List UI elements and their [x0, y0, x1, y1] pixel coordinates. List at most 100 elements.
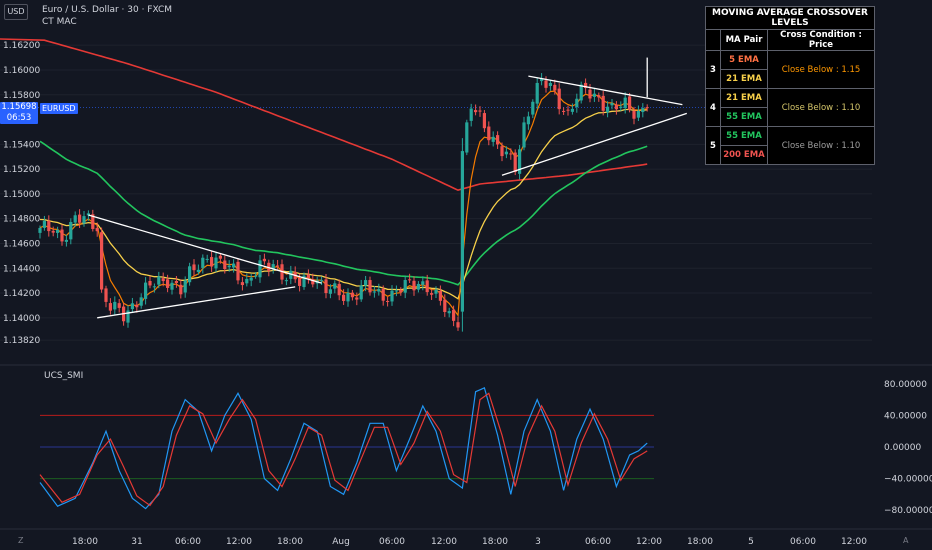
smi-tick-label: −40.00000 — [884, 475, 932, 485]
candle-body — [623, 97, 627, 108]
candle-body — [487, 126, 491, 141]
candle-body — [69, 221, 73, 240]
candle-body — [566, 109, 570, 111]
candle-body — [381, 288, 385, 301]
candle-body — [236, 261, 240, 281]
ma-row-id: 3 — [705, 50, 721, 89]
candle-body — [610, 103, 614, 106]
candle-body — [544, 80, 548, 88]
candle-body — [196, 269, 200, 273]
candle-body — [56, 229, 60, 233]
candle-body — [394, 290, 398, 292]
candles[interactable] — [38, 73, 649, 332]
time-tick-label: 18:00 — [482, 537, 508, 547]
candle-body — [535, 82, 539, 104]
time-axis[interactable]: 18:00 31 06:00 12:00 18:00 Aug 06:00 12:00 18:00… — [72, 537, 867, 547]
price-tag-value: 1.15698 — [1, 102, 37, 112]
candle-body — [223, 260, 227, 270]
symbol-title[interactable]: Euro / U.S. Dollar · 30 · FXCM — [42, 5, 173, 15]
candle-body — [276, 265, 280, 267]
ema55-path — [39, 140, 648, 286]
candle-body — [240, 282, 244, 286]
timezone-icon[interactable]: Z — [18, 536, 24, 545]
candle-body — [386, 300, 390, 302]
candle-body — [421, 281, 425, 285]
time-tick-label: 12:00 — [841, 537, 867, 547]
candle-body — [91, 214, 95, 229]
candle-body — [227, 265, 231, 268]
candle-body — [425, 280, 429, 293]
price-tick-label: 1.13820 — [3, 336, 40, 346]
candle-body — [271, 264, 275, 270]
candle-body — [267, 262, 271, 271]
candle-body — [342, 294, 346, 301]
candle-body — [372, 291, 376, 293]
candle-body — [597, 95, 601, 98]
ma-fast-label: 55 EMA — [720, 126, 768, 146]
candle-body — [192, 264, 196, 271]
candle-body — [628, 96, 632, 110]
candle-body — [456, 322, 460, 328]
ma-row-slow: 200 EMA — [706, 145, 875, 165]
candle-body — [619, 106, 623, 108]
time-tick-label: 06:00 — [175, 537, 201, 547]
ma-slow-label: 200 EMA — [720, 145, 768, 165]
candle-body — [205, 258, 209, 260]
sub-indicator-label[interactable]: UCS_SMI — [44, 371, 84, 381]
auto-scale-button[interactable]: A — [903, 536, 909, 545]
trendlines[interactable] — [88, 57, 688, 319]
candle-body — [408, 279, 412, 281]
candle-body — [201, 257, 205, 268]
currency-button[interactable]: USD — [4, 4, 28, 20]
candle-body — [368, 280, 372, 293]
candle-body — [518, 149, 522, 174]
candle-body — [38, 227, 42, 233]
price-tick-label: 1.16200 — [3, 41, 40, 51]
candle-body — [377, 289, 381, 292]
candle-body — [438, 290, 442, 301]
candle-body — [188, 266, 192, 283]
candle-body — [399, 289, 403, 293]
time-tick-label: 18:00 — [687, 537, 713, 547]
trendline — [97, 286, 296, 319]
price-tick-label: 1.15200 — [3, 165, 40, 175]
candle-body — [346, 293, 350, 302]
ema21-path — [39, 108, 648, 300]
candle-body — [152, 286, 156, 288]
candle-body — [210, 257, 214, 267]
smi-levels — [40, 414, 654, 480]
candle-body — [174, 280, 178, 283]
price-tick-label: 1.15800 — [3, 91, 40, 101]
ema5-path — [39, 90, 648, 317]
candle-body — [491, 136, 495, 142]
candle-body — [249, 277, 253, 281]
price-tick-label: 1.14000 — [3, 314, 40, 324]
price-axis[interactable]: 1.16200 1.16000 1.15800 1.15400 1.15200 1.150… — [3, 41, 40, 346]
candle-body — [324, 279, 328, 294]
candle-body — [460, 151, 464, 312]
time-tick-label: 18:00 — [277, 537, 303, 547]
candle-body — [311, 279, 315, 285]
time-tick-label: 12:00 — [636, 537, 662, 547]
candle-body — [562, 110, 566, 112]
candle-body — [513, 152, 517, 173]
candle-body — [557, 88, 561, 110]
time-tick-label: 06:00 — [379, 537, 405, 547]
candle-body — [95, 228, 99, 232]
candle-body — [139, 297, 143, 306]
smi_signal-path — [39, 392, 648, 507]
candle-body — [645, 107, 649, 109]
table-title: MOVING AVERAGE CROSSOVER LEVELS — [705, 6, 875, 30]
time-tick-label: 12:00 — [431, 537, 457, 547]
smi-axis[interactable]: 80.00000 40.00000 0.00000 −40.00000 −80.0000… — [884, 380, 932, 516]
candle-body — [526, 116, 530, 125]
indicator-label[interactable]: CT MAC — [42, 17, 77, 27]
candle-body — [632, 110, 636, 119]
ema200-path — [0, 38, 648, 192]
ma-cross-condition: Close Below : 1.10 — [767, 88, 875, 127]
candle-body — [509, 153, 513, 155]
candle-body — [135, 304, 139, 308]
price-tick-label: 1.14800 — [3, 215, 40, 225]
ema55-line — [39, 140, 648, 286]
